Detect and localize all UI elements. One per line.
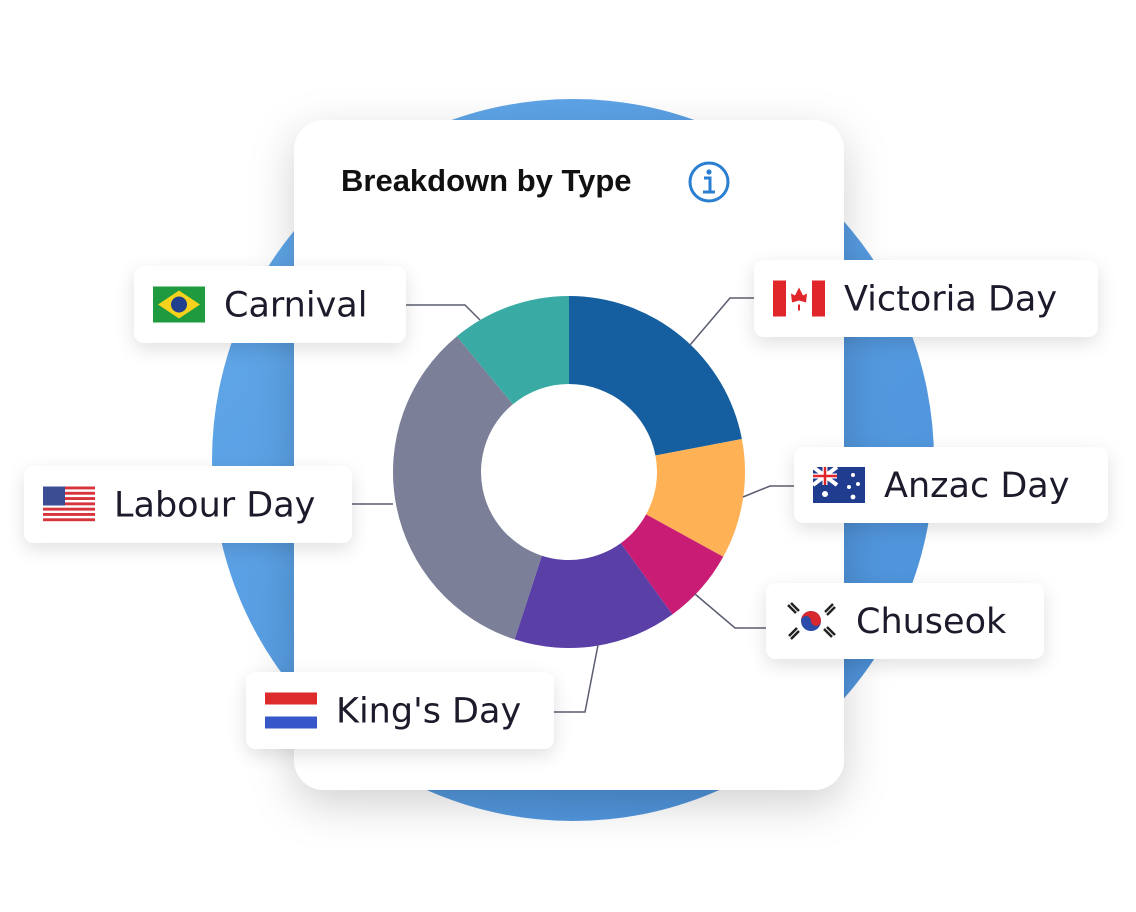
flag-part [43,502,95,506]
callout: Labour Day [24,466,352,543]
callout: Victoria Day [754,260,1098,337]
info-icon[interactable] [688,161,730,203]
flag-part [43,486,65,506]
legend-label: Chuseok [856,602,1007,642]
callout: Carnival [134,266,406,343]
card [294,120,844,790]
legend-label: Labour Day [114,486,315,526]
leader-line [554,644,599,713]
donut-segment [569,296,742,456]
callout-box [766,583,1044,659]
flag-icon [773,280,825,317]
flag-part [43,518,95,522]
flag-part [823,626,836,638]
flag-part [813,467,837,485]
leader-line [694,593,766,629]
flag-part [856,482,860,486]
flag-icon [265,692,317,729]
callout-box [794,447,1108,523]
flag-part [847,485,851,489]
callout: King's Day [246,672,554,749]
flag-part [43,486,95,490]
chart-title: Breakdown by Type [341,163,632,198]
flag-part [788,627,800,640]
leader-line [406,304,481,321]
donut-segment [393,336,542,640]
flag-part [43,497,95,500]
flag-part [850,494,856,500]
donut-segment [620,514,724,615]
callout-box [24,466,352,543]
donut-segment [514,543,673,648]
flag-part [773,280,786,317]
donut [393,296,745,648]
flag-part [824,603,836,616]
callout-box [134,266,406,343]
callout: Anzac Day [794,447,1108,523]
flag-part [171,296,187,313]
flag-icon [785,602,837,640]
flag-part [801,611,821,626]
flag-icon [153,286,205,323]
flag-icon [811,465,865,503]
leader-line [742,485,794,498]
donut-segment [646,439,745,557]
callout: Chuseok [766,583,1044,659]
flag-icon [43,486,95,522]
callout-box [246,672,554,749]
flag-part [851,473,855,477]
legend-label: Anzac Day [884,466,1069,506]
flag-part [43,507,95,511]
flag-part [812,280,825,317]
leader-line [689,297,754,346]
donut-segment [456,296,569,405]
legend-label: Carnival [224,286,367,326]
flag-part [43,491,95,495]
flag-part [822,491,828,497]
flag-part [791,287,807,311]
flag-part [43,513,95,516]
labels: Victoria Day Anzac Day Chuseok King's Day La… [24,260,1108,749]
callout-box [754,260,1098,337]
flag-part [265,716,317,729]
legend-label: Victoria Day [844,280,1057,320]
legend-label: King's Day [336,692,521,732]
flag-part [265,704,317,717]
flag-part [787,602,800,614]
flag-part [265,692,317,705]
